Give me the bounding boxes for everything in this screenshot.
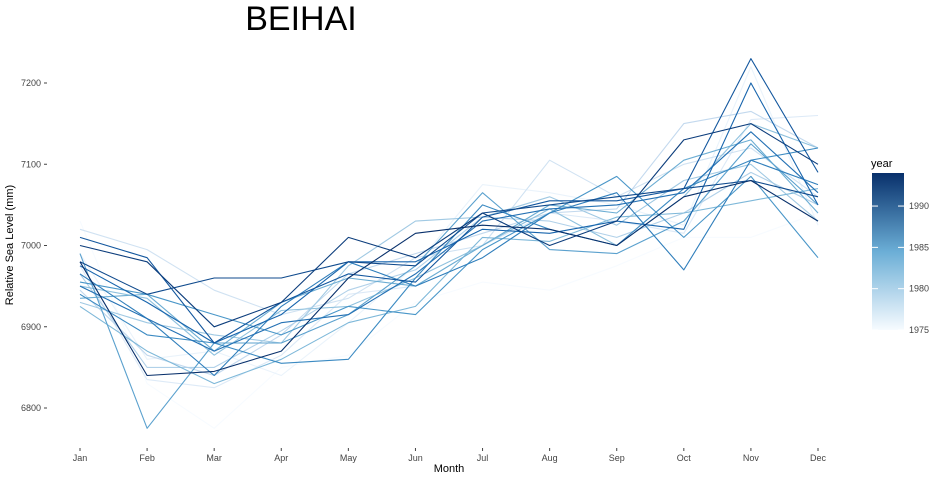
series-line-1975	[79, 212, 819, 429]
x-tick-label: Sep	[609, 453, 625, 463]
y-tick-label: 7100	[21, 159, 41, 169]
x-tick-label: Mar	[206, 453, 222, 463]
x-tick-label: Jun	[408, 453, 423, 463]
legend-tick-label: 1980	[909, 284, 929, 294]
series-line-1994	[79, 179, 819, 377]
chart-title: BEIHAI	[245, 0, 356, 38]
x-tick-label: Oct	[677, 453, 692, 463]
x-tick-label: Aug	[542, 453, 558, 463]
x-tick-label: Nov	[743, 453, 760, 463]
legend-tick-label: 1975	[909, 325, 929, 335]
y-axis: 6800 6900 7000 7100 7200	[21, 78, 47, 413]
legend-tick-label: 1990	[909, 201, 929, 211]
series-line-1988	[79, 159, 819, 377]
series-line-1981	[79, 163, 819, 344]
legend-ticks: 1975 1980 1985 1990	[872, 201, 929, 335]
y-tick-label: 7000	[21, 241, 41, 251]
x-tick-label: Jan	[73, 453, 88, 463]
legend-tick-label: 1985	[909, 242, 929, 252]
x-tick-label: Feb	[139, 453, 155, 463]
series-lines	[79, 58, 819, 429]
y-axis-title: Relative Sea Level (mm)	[4, 185, 16, 305]
series-line-1978	[79, 147, 819, 316]
year-legend: year 1975 1980 1985 1990	[871, 158, 929, 335]
x-tick-label: Apr	[274, 453, 288, 463]
legend-title: year	[871, 158, 893, 170]
series-line-1980	[79, 171, 819, 368]
series-line-1989	[79, 131, 819, 352]
series-line-1976	[79, 66, 819, 377]
legend-colorbar	[872, 173, 904, 330]
x-axis-title: Month	[434, 463, 465, 475]
x-axis: Jan Feb Mar Apr May Jun Jul Aug Sep Oct Nov Dec	[73, 448, 827, 463]
series-line-1992	[79, 179, 819, 295]
series-line-1993	[79, 123, 819, 328]
y-tick-label: 6900	[21, 322, 41, 332]
series-line-1986	[79, 175, 819, 336]
series-line-1987	[79, 147, 819, 364]
x-tick-label: May	[340, 453, 358, 463]
series-line-1991	[79, 58, 819, 344]
series-line-1985	[79, 143, 819, 429]
x-tick-label: Jul	[477, 453, 489, 463]
x-tick-label: Dec	[810, 453, 827, 463]
y-tick-label: 6800	[21, 403, 41, 413]
y-tick-label: 7200	[21, 78, 41, 88]
series-line-1990	[79, 82, 819, 344]
